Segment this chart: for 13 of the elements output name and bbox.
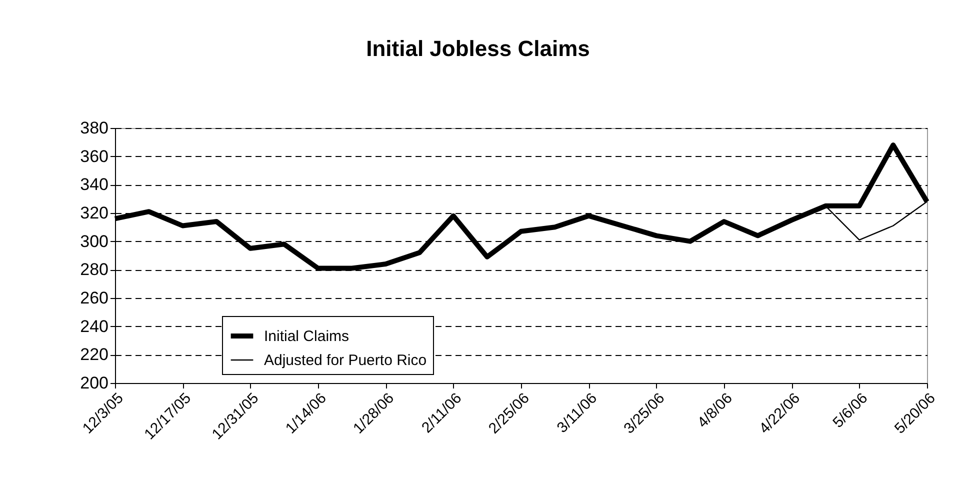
- chart-title: Initial Jobless Claims: [366, 36, 590, 61]
- y-tick-label: 300: [80, 232, 108, 251]
- y-tick-label: 220: [80, 345, 108, 364]
- legend-label: Initial Claims: [264, 328, 350, 345]
- y-tick-label: 280: [80, 260, 108, 280]
- y-tick-label: 240: [80, 316, 108, 336]
- y-tick-label: 340: [80, 175, 108, 194]
- y-tick-label: 200: [80, 374, 108, 392]
- y-tick-label: 360: [80, 146, 108, 166]
- y-tick-label: 380: [80, 118, 108, 138]
- legend-label: Adjusted for Puerto Rico: [264, 352, 427, 369]
- y-tick-label: 260: [80, 288, 108, 308]
- y-tick-label: 320: [80, 204, 108, 222]
